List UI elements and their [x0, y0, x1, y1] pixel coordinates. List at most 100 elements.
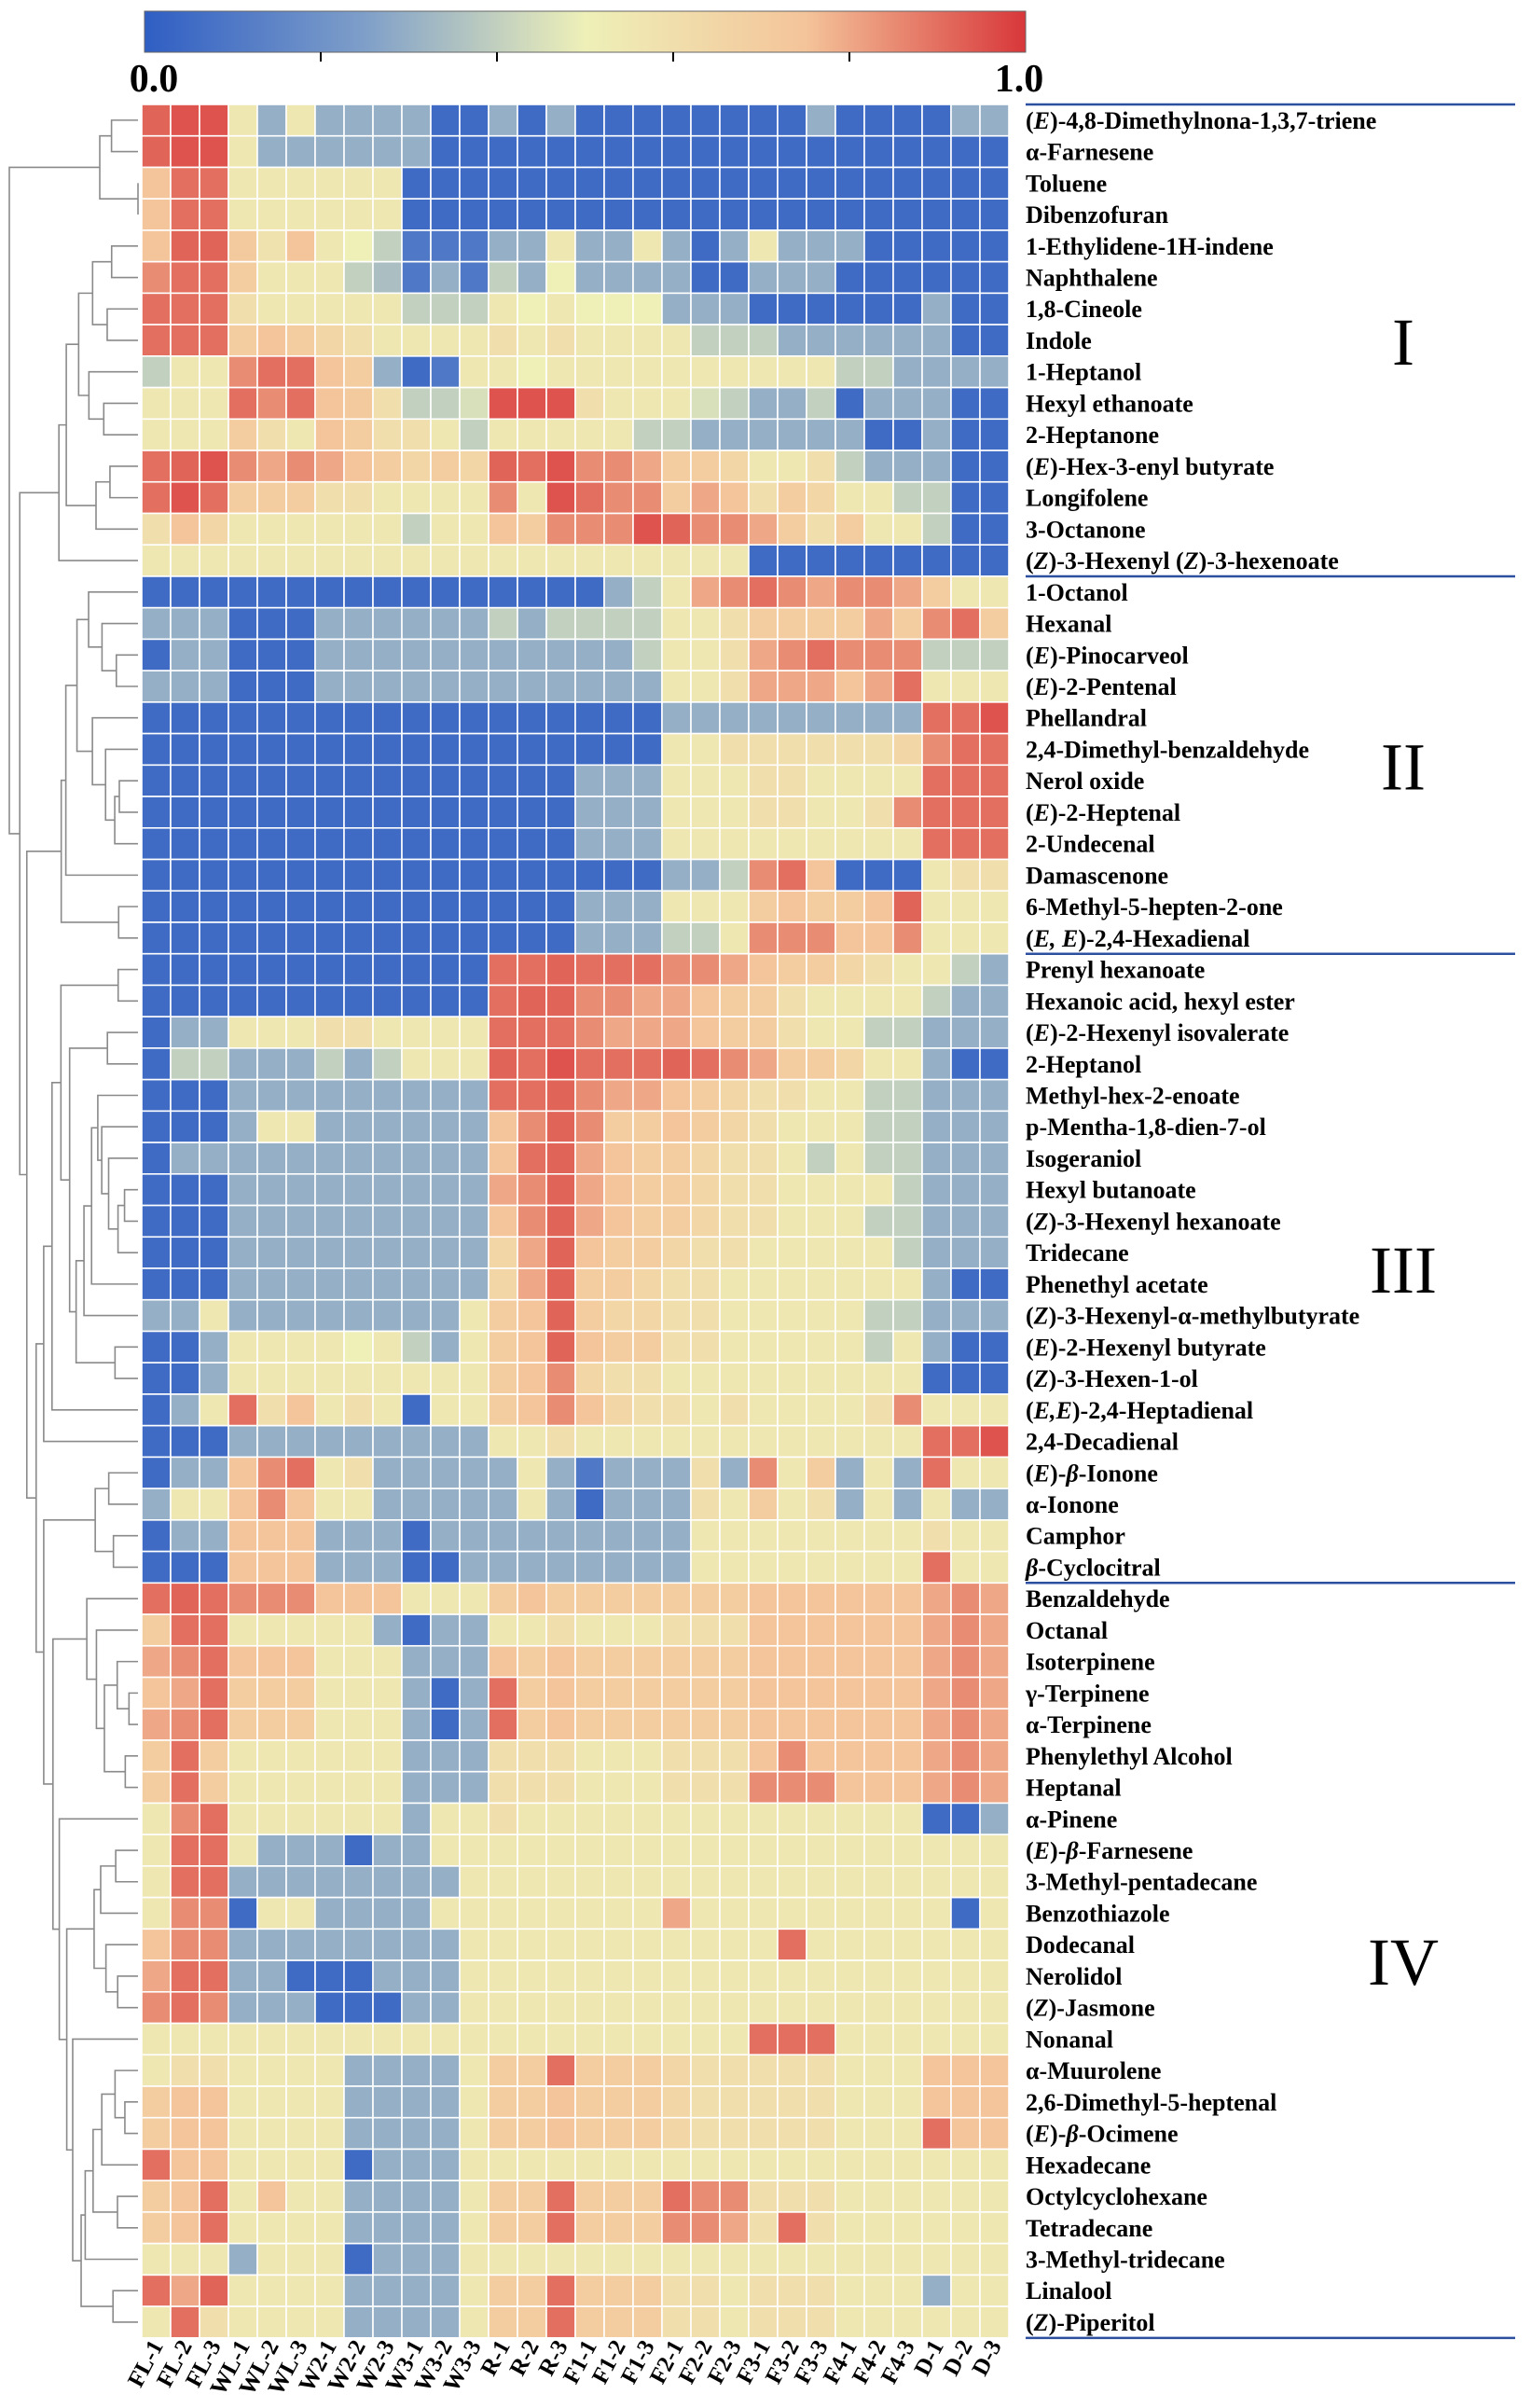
- heatmap-cell: [430, 2180, 461, 2213]
- heatmap-cell: [892, 858, 923, 893]
- heatmap-cell: [285, 1802, 316, 1835]
- heatmap-cell: [141, 1519, 172, 1553]
- heatmap-cell: [228, 1644, 258, 1679]
- heatmap-cell: [372, 134, 403, 169]
- row-label: α-Muurolene: [1026, 2057, 1161, 2084]
- heatmap-cell: [690, 2274, 721, 2307]
- heatmap-cell: [517, 1078, 547, 1113]
- heatmap-cell: [632, 1456, 663, 1489]
- heatmap-cell: [343, 732, 374, 767]
- heatmap-cell: [574, 732, 605, 767]
- heatmap-cell: [748, 1770, 779, 1805]
- heatmap-cell: [401, 1582, 432, 1615]
- heatmap-cell: [459, 2148, 490, 2181]
- heatmap-cell: [430, 1267, 461, 1301]
- heatmap-cell: [256, 1047, 287, 1081]
- heatmap-cell: [661, 1267, 692, 1301]
- heatmap-cell: [661, 292, 692, 325]
- heatmap-cell: [661, 2211, 692, 2245]
- heatmap-cell: [950, 606, 981, 641]
- heatmap-cell: [806, 2148, 836, 2181]
- heatmap-cell: [834, 134, 865, 169]
- heatmap-cell: [632, 2085, 663, 2119]
- heatmap-cell: [892, 1770, 923, 1805]
- heatmap-cell: [545, 1613, 576, 1647]
- heatmap-cell: [950, 890, 981, 923]
- heatmap-cell: [285, 2242, 316, 2277]
- heatmap-cell: [372, 166, 403, 200]
- heatmap-cell: [228, 1991, 258, 2025]
- heatmap-cell: [343, 1959, 374, 1993]
- heatmap-cell: [459, 1991, 490, 2025]
- heatmap-cell: [517, 2305, 547, 2339]
- heatmap-cell: [430, 1047, 461, 1081]
- heatmap-cell: [892, 1078, 923, 1113]
- heatmap-cell: [892, 292, 923, 325]
- heatmap-cell: [401, 1362, 432, 1395]
- row-label: Hexadecane: [1026, 2152, 1151, 2179]
- heatmap-cell: [314, 984, 345, 1017]
- heatmap-cell: [777, 858, 807, 893]
- heatmap-cell: [806, 1865, 836, 1899]
- heatmap-cell: [430, 1456, 461, 1489]
- heatmap-cell: [603, 1834, 634, 1867]
- heatmap-cell: [343, 2116, 374, 2151]
- heatmap-cell: [430, 1896, 461, 1931]
- heatmap-cell: [748, 1204, 779, 1239]
- heatmap-cell: [863, 229, 894, 263]
- heatmap-cell: [834, 1424, 865, 1459]
- heatmap-cell: [574, 1330, 605, 1363]
- heatmap-cell: [401, 2211, 432, 2245]
- heatmap-cell: [170, 1204, 200, 1239]
- heatmap-cell: [748, 2148, 779, 2181]
- heatmap-cell: [806, 2211, 836, 2245]
- heatmap-cell: [343, 1550, 374, 1585]
- heatmap-cell: [228, 732, 258, 767]
- heatmap-cell: [863, 1110, 894, 1143]
- dendrogram-branch: [93, 1889, 106, 1970]
- heatmap-cell: [228, 984, 258, 1017]
- dendrogram-branch: [112, 1534, 138, 1569]
- heatmap-cell: [632, 104, 663, 137]
- heatmap-cell: [372, 1991, 403, 2025]
- heatmap-cell: [661, 1110, 692, 1143]
- row-label: Phenylethyl Alcohol: [1026, 1743, 1233, 1770]
- dendrogram-branch: [92, 2128, 117, 2213]
- heatmap-cell: [141, 1110, 172, 1143]
- heatmap-cell: [950, 2305, 981, 2339]
- heatmap-cell: [921, 764, 952, 797]
- heatmap-cell: [517, 1330, 547, 1363]
- heatmap-cell: [892, 670, 923, 703]
- heatmap-cell: [285, 1362, 316, 1395]
- heatmap-cell: [661, 575, 692, 609]
- heatmap-cell: [661, 2180, 692, 2213]
- heatmap-cell: [256, 1959, 287, 1993]
- heatmap-cell: [661, 1770, 692, 1805]
- heatmap-cell: [256, 386, 287, 421]
- column-label: D-3: [968, 2336, 1007, 2380]
- heatmap-cell: [892, 1865, 923, 1899]
- heatmap-cell: [401, 1016, 432, 1049]
- heatmap-cell: [256, 952, 287, 987]
- heatmap-cell: [719, 2116, 750, 2151]
- row-label: Longifolene: [1026, 485, 1148, 512]
- dendrogram-branch: [94, 1488, 114, 1553]
- heatmap-cell: [834, 952, 865, 987]
- heatmap-cell: [141, 1173, 172, 1207]
- heatmap-cell: [343, 1204, 374, 1239]
- heatmap-cell: [285, 1865, 316, 1899]
- heatmap-cell: [314, 104, 345, 137]
- heatmap-cell: [517, 1550, 547, 1585]
- heatmap-cell: [401, 544, 432, 577]
- heatmap-cell: [950, 1424, 981, 1459]
- heatmap-cell: [748, 1739, 779, 1773]
- heatmap-cell: [921, 450, 952, 483]
- heatmap-cell: [170, 575, 200, 609]
- heatmap-cell: [517, 2274, 547, 2307]
- heatmap-cell: [141, 1739, 172, 1773]
- heatmap-cell: [459, 1928, 490, 1961]
- heatmap-cell: [748, 480, 779, 515]
- row-label: p-Mentha-1,8-dien-7-ol: [1026, 1114, 1266, 1141]
- heatmap-cell: [228, 1928, 258, 1961]
- heatmap-cell: [863, 1582, 894, 1615]
